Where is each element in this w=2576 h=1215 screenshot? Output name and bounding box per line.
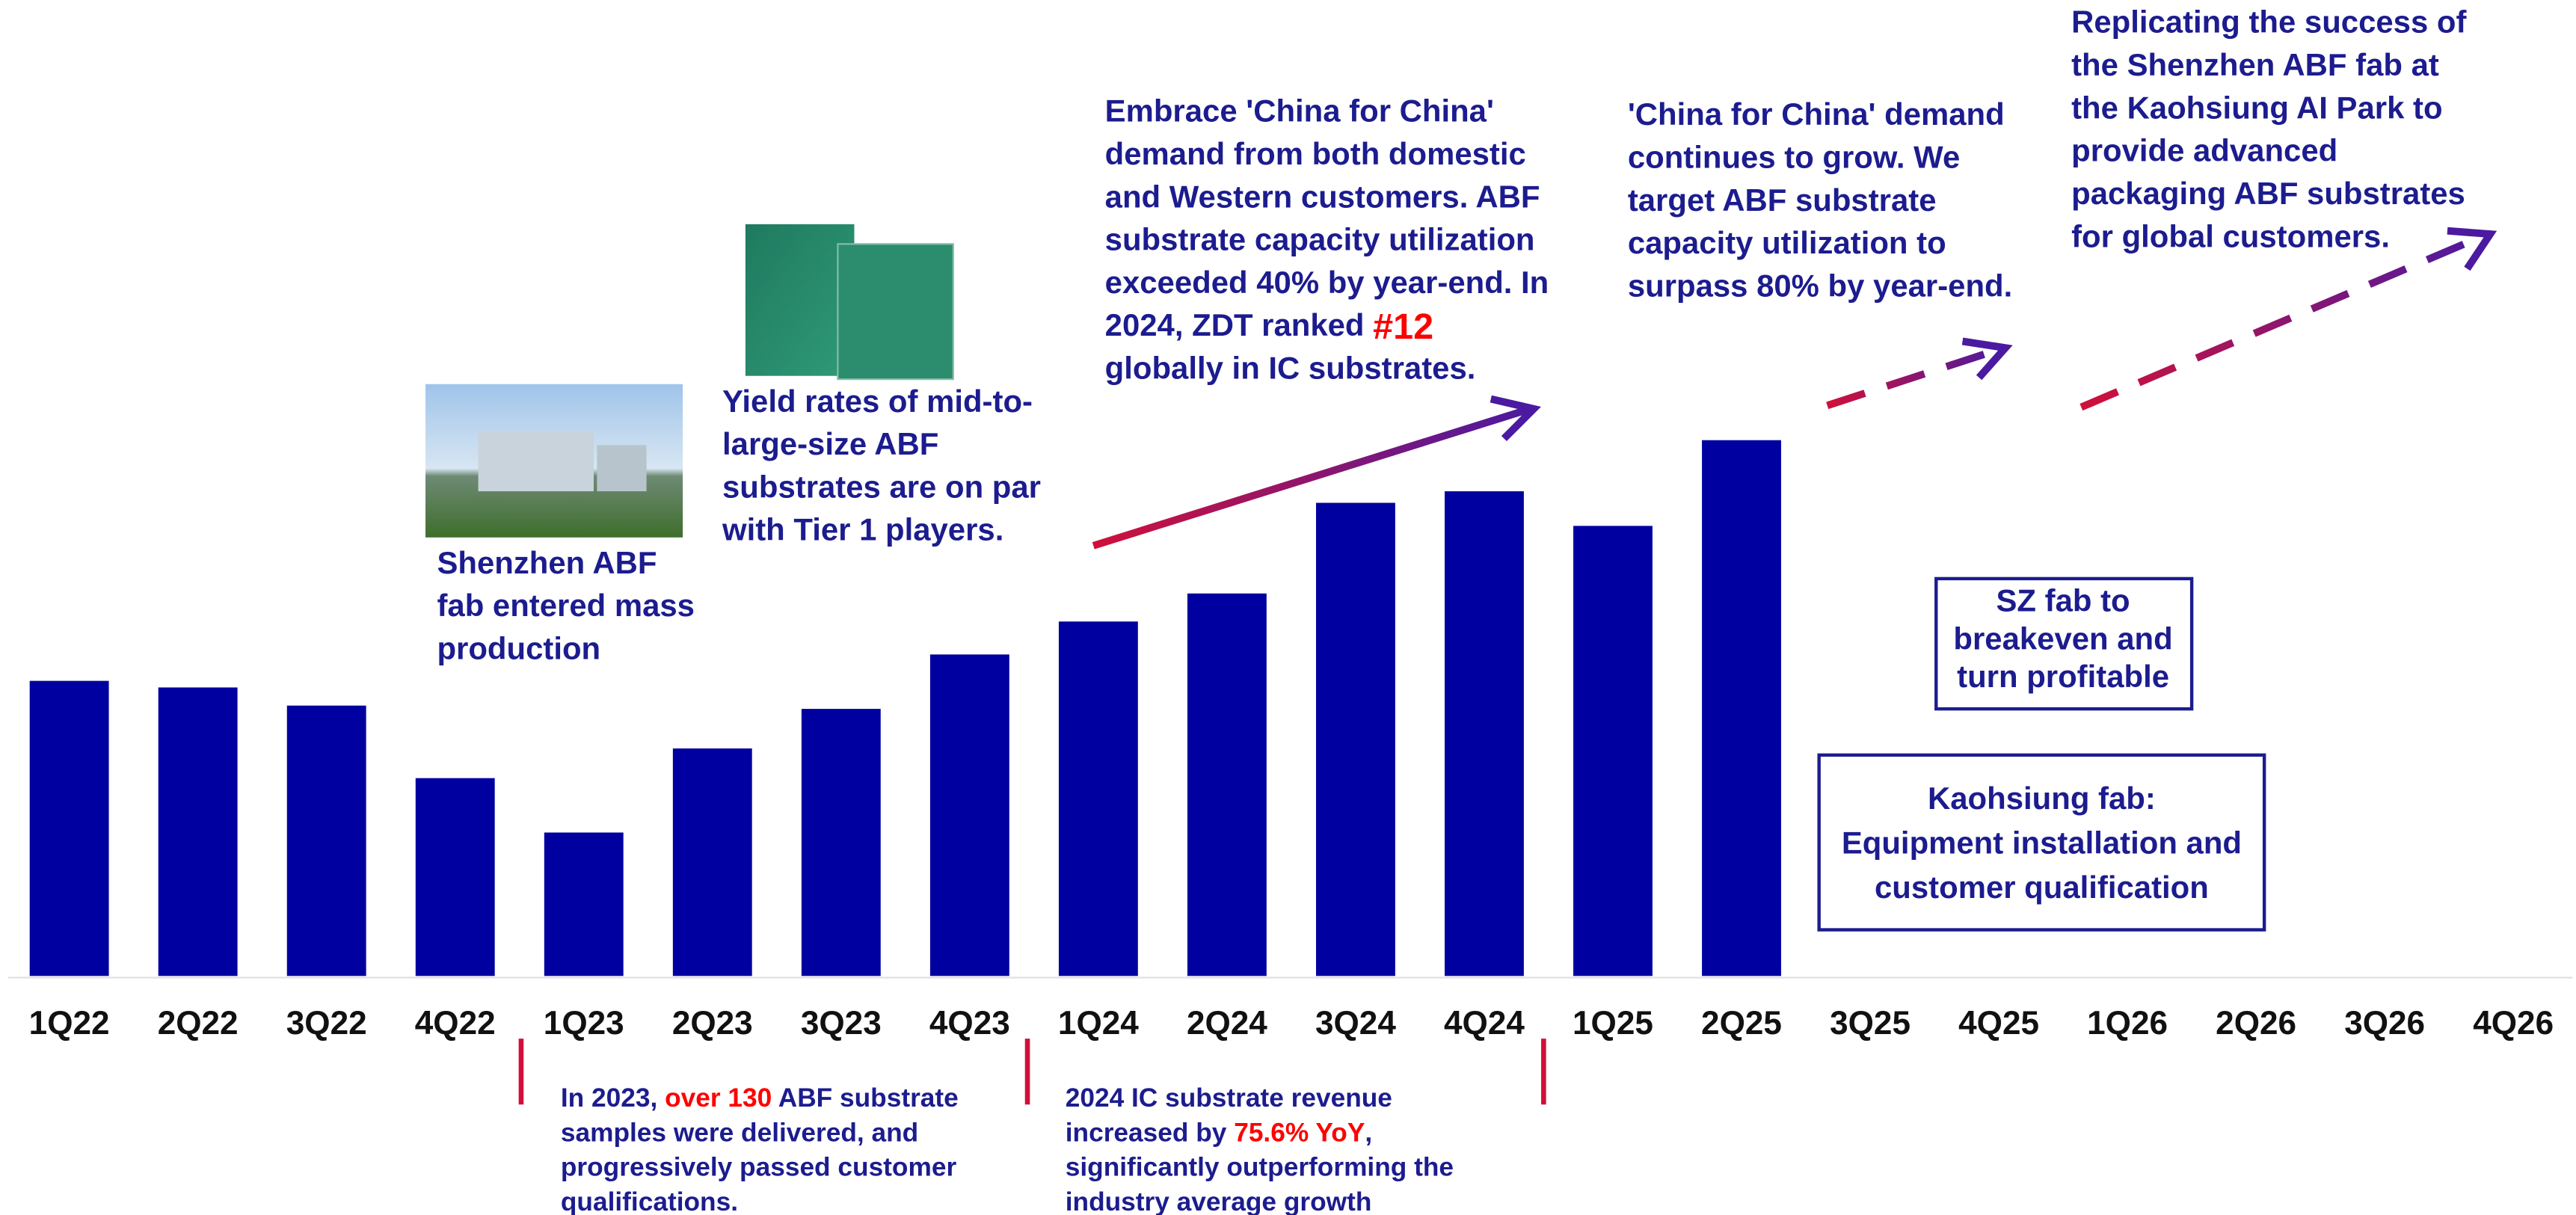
bar bbox=[286, 705, 366, 976]
x-tick-label: 4Q26 bbox=[2473, 1005, 2554, 1042]
dashed-arrow bbox=[1826, 337, 2013, 410]
annotation-line: surpass 80% by year-end. bbox=[1628, 268, 2012, 303]
annotation-line: turn profitable bbox=[1957, 659, 2169, 694]
note-box bbox=[1817, 753, 2266, 932]
bar bbox=[1315, 502, 1395, 976]
annotation-line: Embrace 'China for China' bbox=[1105, 93, 1494, 129]
x-tick-label: 4Q25 bbox=[1958, 1005, 2039, 1042]
annotation-line: Yield rates of mid-to- bbox=[722, 384, 1033, 419]
annotation-segment: ABF substrate bbox=[772, 1083, 959, 1113]
annotation-line: 2024 IC substrate revenue bbox=[1066, 1083, 1392, 1113]
x-tick-label: 1Q25 bbox=[1573, 1005, 1653, 1042]
dashed-arrow bbox=[2079, 227, 2497, 411]
x-tick-label: 3Q26 bbox=[2344, 1005, 2425, 1042]
annotation-line: industry average growth bbox=[1066, 1187, 1372, 1215]
annotation-line: 2024, ZDT ranked #12 bbox=[1105, 307, 1433, 347]
x-tick-label: 3Q24 bbox=[1315, 1005, 1396, 1042]
annotation-line: continues to grow. We bbox=[1628, 139, 1960, 174]
x-tick-label: 3Q23 bbox=[801, 1005, 882, 1042]
annotation-line: Replicating the success of bbox=[2071, 4, 2467, 40]
annotation-line: significantly outperforming the bbox=[1066, 1153, 1454, 1182]
x-tick-label: 1Q24 bbox=[1058, 1005, 1139, 1042]
note-box bbox=[1934, 576, 2194, 711]
annotation-line: 'China for China' demand bbox=[1628, 96, 2005, 132]
annotation-line: substrate capacity utilization bbox=[1105, 222, 1535, 257]
annotation-line: and Western customers. ABF bbox=[1105, 179, 1540, 214]
annotation-line: Shenzhen ABF bbox=[437, 545, 657, 580]
bar bbox=[29, 680, 109, 976]
annotation-segment: over 130 bbox=[665, 1083, 772, 1113]
annotation-line: provide advanced bbox=[2071, 133, 2337, 168]
annotation-line: capacity utilization to bbox=[1628, 225, 1946, 260]
annotation-segment: 2024, ZDT ranked bbox=[1105, 307, 1373, 342]
annotation-line: qualifications. bbox=[561, 1187, 738, 1215]
x-tick-label: 3Q25 bbox=[1830, 1005, 1911, 1042]
annotation-line: demand from both domestic bbox=[1105, 136, 1526, 171]
bar bbox=[1187, 593, 1267, 976]
x-tick-label: 2Q22 bbox=[158, 1005, 239, 1042]
x-tick-label: 4Q22 bbox=[415, 1005, 496, 1042]
annotation-line: Kaohsiung fab: bbox=[1928, 781, 2156, 816]
annotation-line: with Tier 1 players. bbox=[722, 512, 1003, 547]
annotation-line: fab entered mass bbox=[437, 588, 695, 623]
annotation-line: target ABF substrate bbox=[1628, 182, 1937, 218]
annotation-line: for global customers. bbox=[2071, 218, 2390, 253]
annotation-line: packaging ABF substrates bbox=[2071, 176, 2465, 211]
annotation-line: In 2023, over 130 ABF substrate bbox=[561, 1083, 959, 1113]
bar bbox=[1702, 440, 1781, 976]
bar bbox=[672, 748, 752, 976]
annotation-line: large-size ABF bbox=[722, 426, 938, 461]
annotation-segment: , bbox=[1365, 1118, 1372, 1147]
annotation-segment: 75.6% YoY bbox=[1234, 1118, 1365, 1147]
annotation-segment: In 2023, bbox=[561, 1083, 665, 1113]
period-bracket bbox=[1027, 1039, 1546, 1105]
annotation-segment: #12 bbox=[1373, 307, 1433, 347]
substrate-photo bbox=[745, 224, 954, 381]
bar bbox=[801, 709, 881, 976]
annotation-line: Equipment installation and bbox=[1842, 825, 2242, 861]
annotation-line: breakeven and bbox=[1953, 621, 2172, 656]
x-tick-label: 3Q22 bbox=[286, 1005, 367, 1042]
growth-arrow bbox=[1092, 395, 1541, 550]
bar bbox=[1445, 491, 1524, 976]
annotation-line: the Kaohsiung AI Park to bbox=[2071, 90, 2442, 125]
x-tick-label: 2Q25 bbox=[1701, 1005, 1782, 1042]
bar bbox=[158, 687, 238, 976]
x-tick-label: 1Q26 bbox=[2087, 1005, 2168, 1042]
x-tick-label: 4Q24 bbox=[1444, 1005, 1525, 1042]
annotation-line: substrates are on par bbox=[722, 469, 1041, 504]
annotation-line: samples were delivered, and bbox=[561, 1118, 918, 1147]
annotation-line: increased by 75.6% YoY, bbox=[1066, 1118, 1372, 1147]
annotation-line: customer qualification bbox=[1875, 870, 2209, 905]
fab-photo bbox=[425, 384, 683, 538]
x-tick-label: 1Q23 bbox=[544, 1005, 624, 1042]
x-tick-label: 2Q24 bbox=[1187, 1005, 1267, 1042]
annotation-line: SZ fab to bbox=[1996, 583, 2130, 618]
annotation-line: exceeded 40% by year-end. In bbox=[1105, 265, 1549, 300]
bar bbox=[1058, 621, 1138, 976]
x-tick-label: 1Q22 bbox=[29, 1005, 110, 1042]
annotation-line: the Shenzhen ABF fab at bbox=[2071, 47, 2439, 82]
x-tick-label: 4Q23 bbox=[929, 1005, 1010, 1042]
bar bbox=[544, 832, 624, 976]
annotation-line: progressively passed customer bbox=[561, 1153, 957, 1182]
x-tick-label: 2Q26 bbox=[2216, 1005, 2296, 1042]
annotation-segment: increased by bbox=[1066, 1118, 1234, 1147]
bar bbox=[415, 778, 495, 976]
annotation-line: production bbox=[437, 630, 600, 665]
x-tick-label: 2Q23 bbox=[672, 1005, 753, 1042]
bar bbox=[1573, 526, 1653, 976]
bar bbox=[929, 654, 1009, 976]
annotation-line: globally in IC substrates. bbox=[1105, 351, 1476, 386]
